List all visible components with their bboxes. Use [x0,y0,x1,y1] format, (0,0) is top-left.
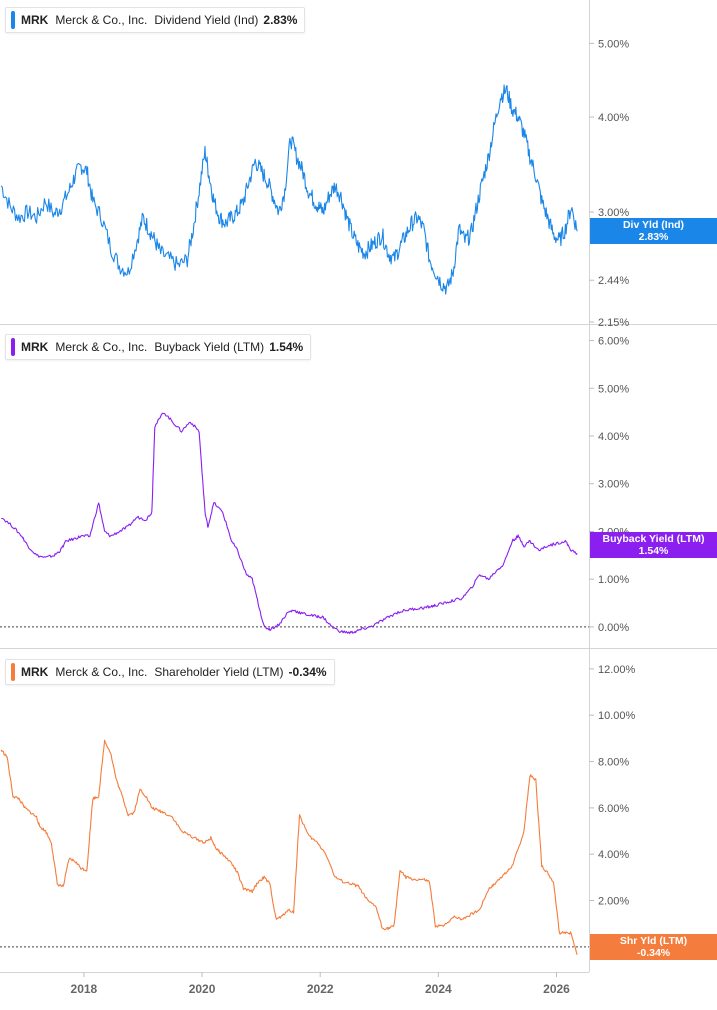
x-tick-label: 2024 [425,982,452,996]
legend-dividend-yield: MRK Merck & Co., Inc. Dividend Yield (In… [5,7,306,33]
series-line-0 [0,84,578,295]
y-tick-label: 10.00% [598,710,636,722]
badge-value: -0.34% [636,947,671,959]
y-tick-label: 1.00% [598,574,629,586]
legend-buyback-yield: MRK Merck & Co., Inc. Buyback Yield (LTM… [5,334,312,360]
y-tick-label: 3.00% [598,207,629,219]
current-value-badge-buyback: Buyback Yield (LTM) 1.54% [590,532,717,558]
legend-metric: Buyback Yield (LTM) [154,340,265,354]
y-tick-label: 4.00% [598,849,629,861]
legend-swatch-shareholder [11,663,15,681]
y-tick-label: 0.00% [598,622,629,634]
badge-value: 1.54% [638,545,669,557]
y-tick-label: 2.00% [598,896,629,908]
legend-company: Merck & Co., Inc. [55,340,148,354]
y-tick-label: 6.00% [598,336,629,348]
y-tick-label: 5.00% [598,383,629,395]
current-value-badge-shareholder: Shr Yld (LTM) -0.34% [590,934,717,960]
y-tick-label: 6.00% [598,803,629,815]
y-tick-label: 4.00% [598,112,629,124]
y-tick-label: 3.00% [598,479,629,491]
y-tick-label: 8.00% [598,757,629,769]
legend-metric: Shareholder Yield (LTM) [154,665,284,679]
legend-ticker: MRK [21,340,49,354]
legend-value: -0.34% [288,665,327,679]
series-line-2 [0,739,578,955]
badge-label: Buyback Yield (LTM) [602,533,705,545]
current-value-badge-dividend: Div Yld (Ind) 2.83% [590,218,717,244]
y-tick-label: 2.44% [598,275,629,287]
y-tick-label: 12.00% [598,664,636,676]
badge-label: Shr Yld (LTM) [619,935,688,947]
legend-shareholder-yield: MRK Merck & Co., Inc. Shareholder Yield … [5,659,335,685]
y-tick-label: 4.00% [598,431,629,443]
series-line-1 [1,412,578,635]
y-tick-label: 5.00% [598,38,629,50]
legend-company: Merck & Co., Inc. [55,665,148,679]
legend-swatch-buyback [11,338,15,356]
legend-ticker: MRK [21,13,49,27]
x-tick-label: 2018 [71,982,98,996]
x-tick-label: 2022 [307,982,334,996]
legend-value: 2.83% [263,13,298,27]
x-tick-label: 2026 [543,982,570,996]
legend-value: 1.54% [269,340,304,354]
legend-ticker: MRK [21,665,49,679]
badge-value: 2.83% [638,231,669,243]
legend-company: Merck & Co., Inc. [55,13,148,27]
x-tick-label: 2020 [189,982,216,996]
badge-label: Div Yld (Ind) [622,219,685,231]
legend-swatch-dividend [11,11,15,29]
legend-metric: Dividend Yield (Ind) [154,13,259,27]
y-tick-label: 2.15% [598,317,629,329]
